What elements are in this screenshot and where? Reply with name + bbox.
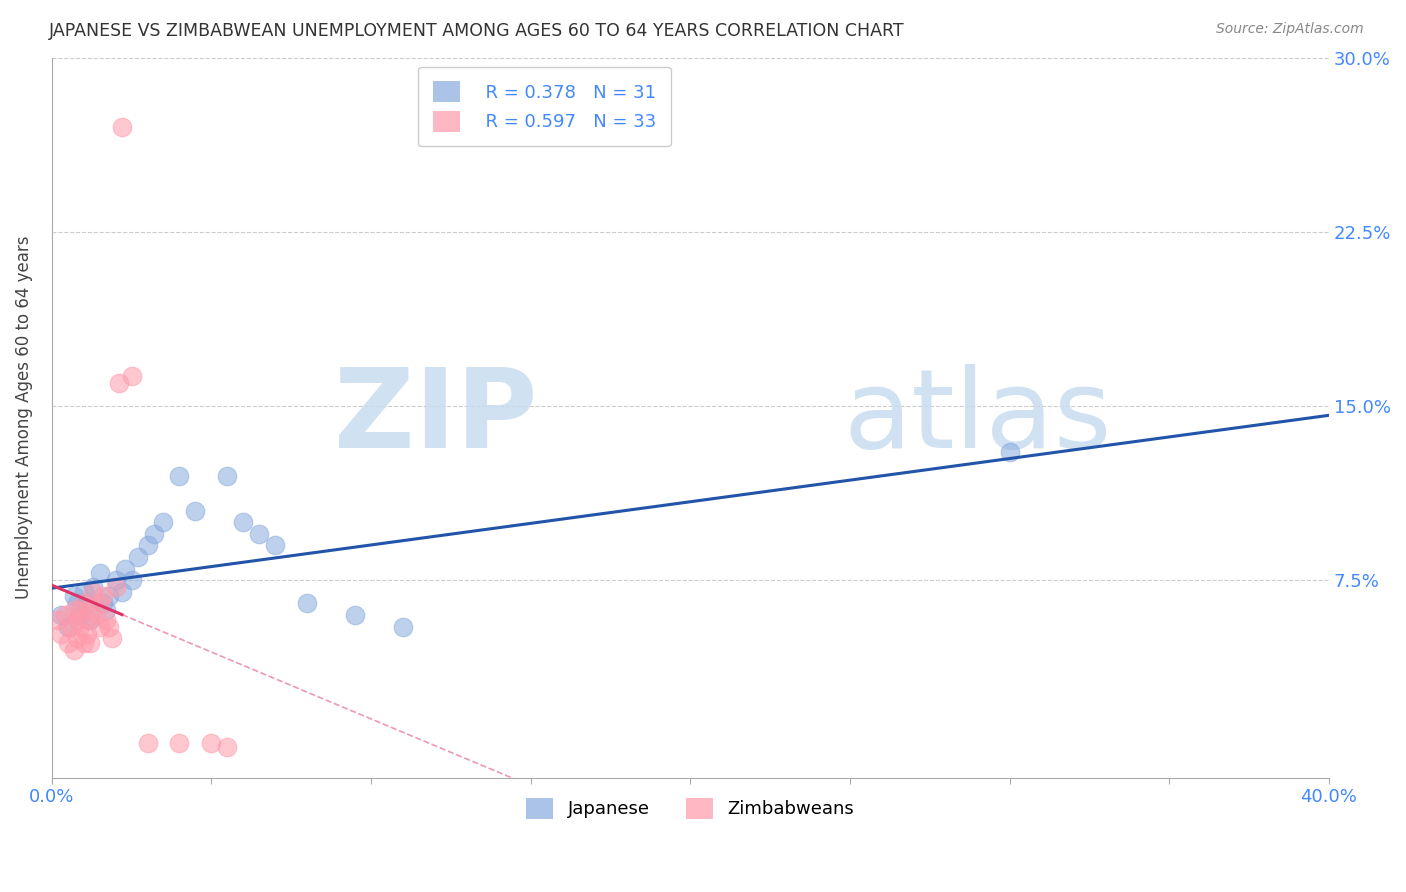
Point (169, 468, 191, 483)
Point (79, 636, 101, 650)
Point (51, 607, 73, 622)
Point (136, 736, 159, 750)
Legend: Japanese, Zimbabweans: Japanese, Zimbabweans (519, 791, 862, 826)
Point (66, 596, 89, 610)
Point (127, 549, 149, 564)
Point (73, 596, 96, 610)
Point (82, 584, 104, 599)
Point (104, 573, 127, 587)
Point (264, 538, 287, 552)
Point (63, 590, 86, 604)
Point (121, 368, 143, 383)
Point (73, 636, 96, 650)
Point (184, 503, 207, 517)
Point (111, 584, 134, 599)
Point (136, 538, 159, 552)
Point (91, 596, 114, 610)
Point (66, 613, 89, 627)
Text: ZIP: ZIP (333, 364, 537, 471)
Point (98, 590, 121, 604)
Point (114, 561, 136, 575)
Point (142, 526, 165, 541)
Point (46, 613, 69, 627)
Y-axis label: Unemployment Among Ages 60 to 64 years: Unemployment Among Ages 60 to 64 years (15, 235, 32, 599)
Point (76, 613, 98, 627)
Point (152, 515, 174, 529)
Text: atlas: atlas (844, 364, 1112, 471)
Point (169, 736, 191, 750)
Point (107, 376, 129, 390)
Point (66, 632, 89, 646)
Point (998, 445, 1021, 459)
Point (69, 607, 91, 622)
Point (232, 515, 254, 529)
Text: JAPANESE VS ZIMBABWEAN UNEMPLOYMENT AMONG AGES 60 TO 64 YEARS CORRELATION CHART: JAPANESE VS ZIMBABWEAN UNEMPLOYMENT AMON… (49, 22, 905, 40)
Point (69, 603, 91, 617)
Point (56, 636, 79, 650)
Point (73, 584, 96, 599)
Point (101, 632, 124, 646)
Point (94, 603, 117, 617)
Point (392, 619, 415, 633)
Point (89, 619, 111, 633)
Point (121, 573, 143, 587)
Point (56, 619, 79, 633)
Point (86, 607, 108, 622)
Point (53, 607, 76, 622)
Point (59, 619, 82, 633)
Point (111, 120, 134, 135)
Point (51, 626, 73, 640)
Point (217, 468, 239, 483)
Point (94, 613, 117, 627)
Point (200, 736, 222, 750)
Point (217, 740, 239, 755)
Point (247, 526, 270, 541)
Point (69, 619, 91, 633)
Point (76, 626, 98, 640)
Point (79, 613, 101, 627)
Point (89, 566, 111, 581)
Point (104, 580, 127, 594)
Point (91, 590, 114, 604)
Text: Source: ZipAtlas.com: Source: ZipAtlas.com (1216, 22, 1364, 37)
Point (89, 596, 111, 610)
Point (82, 580, 104, 594)
Point (76, 596, 98, 610)
Point (79, 603, 101, 617)
Point (98, 619, 121, 633)
Point (63, 643, 86, 657)
Point (344, 607, 367, 622)
Point (295, 596, 318, 610)
Point (63, 603, 86, 617)
